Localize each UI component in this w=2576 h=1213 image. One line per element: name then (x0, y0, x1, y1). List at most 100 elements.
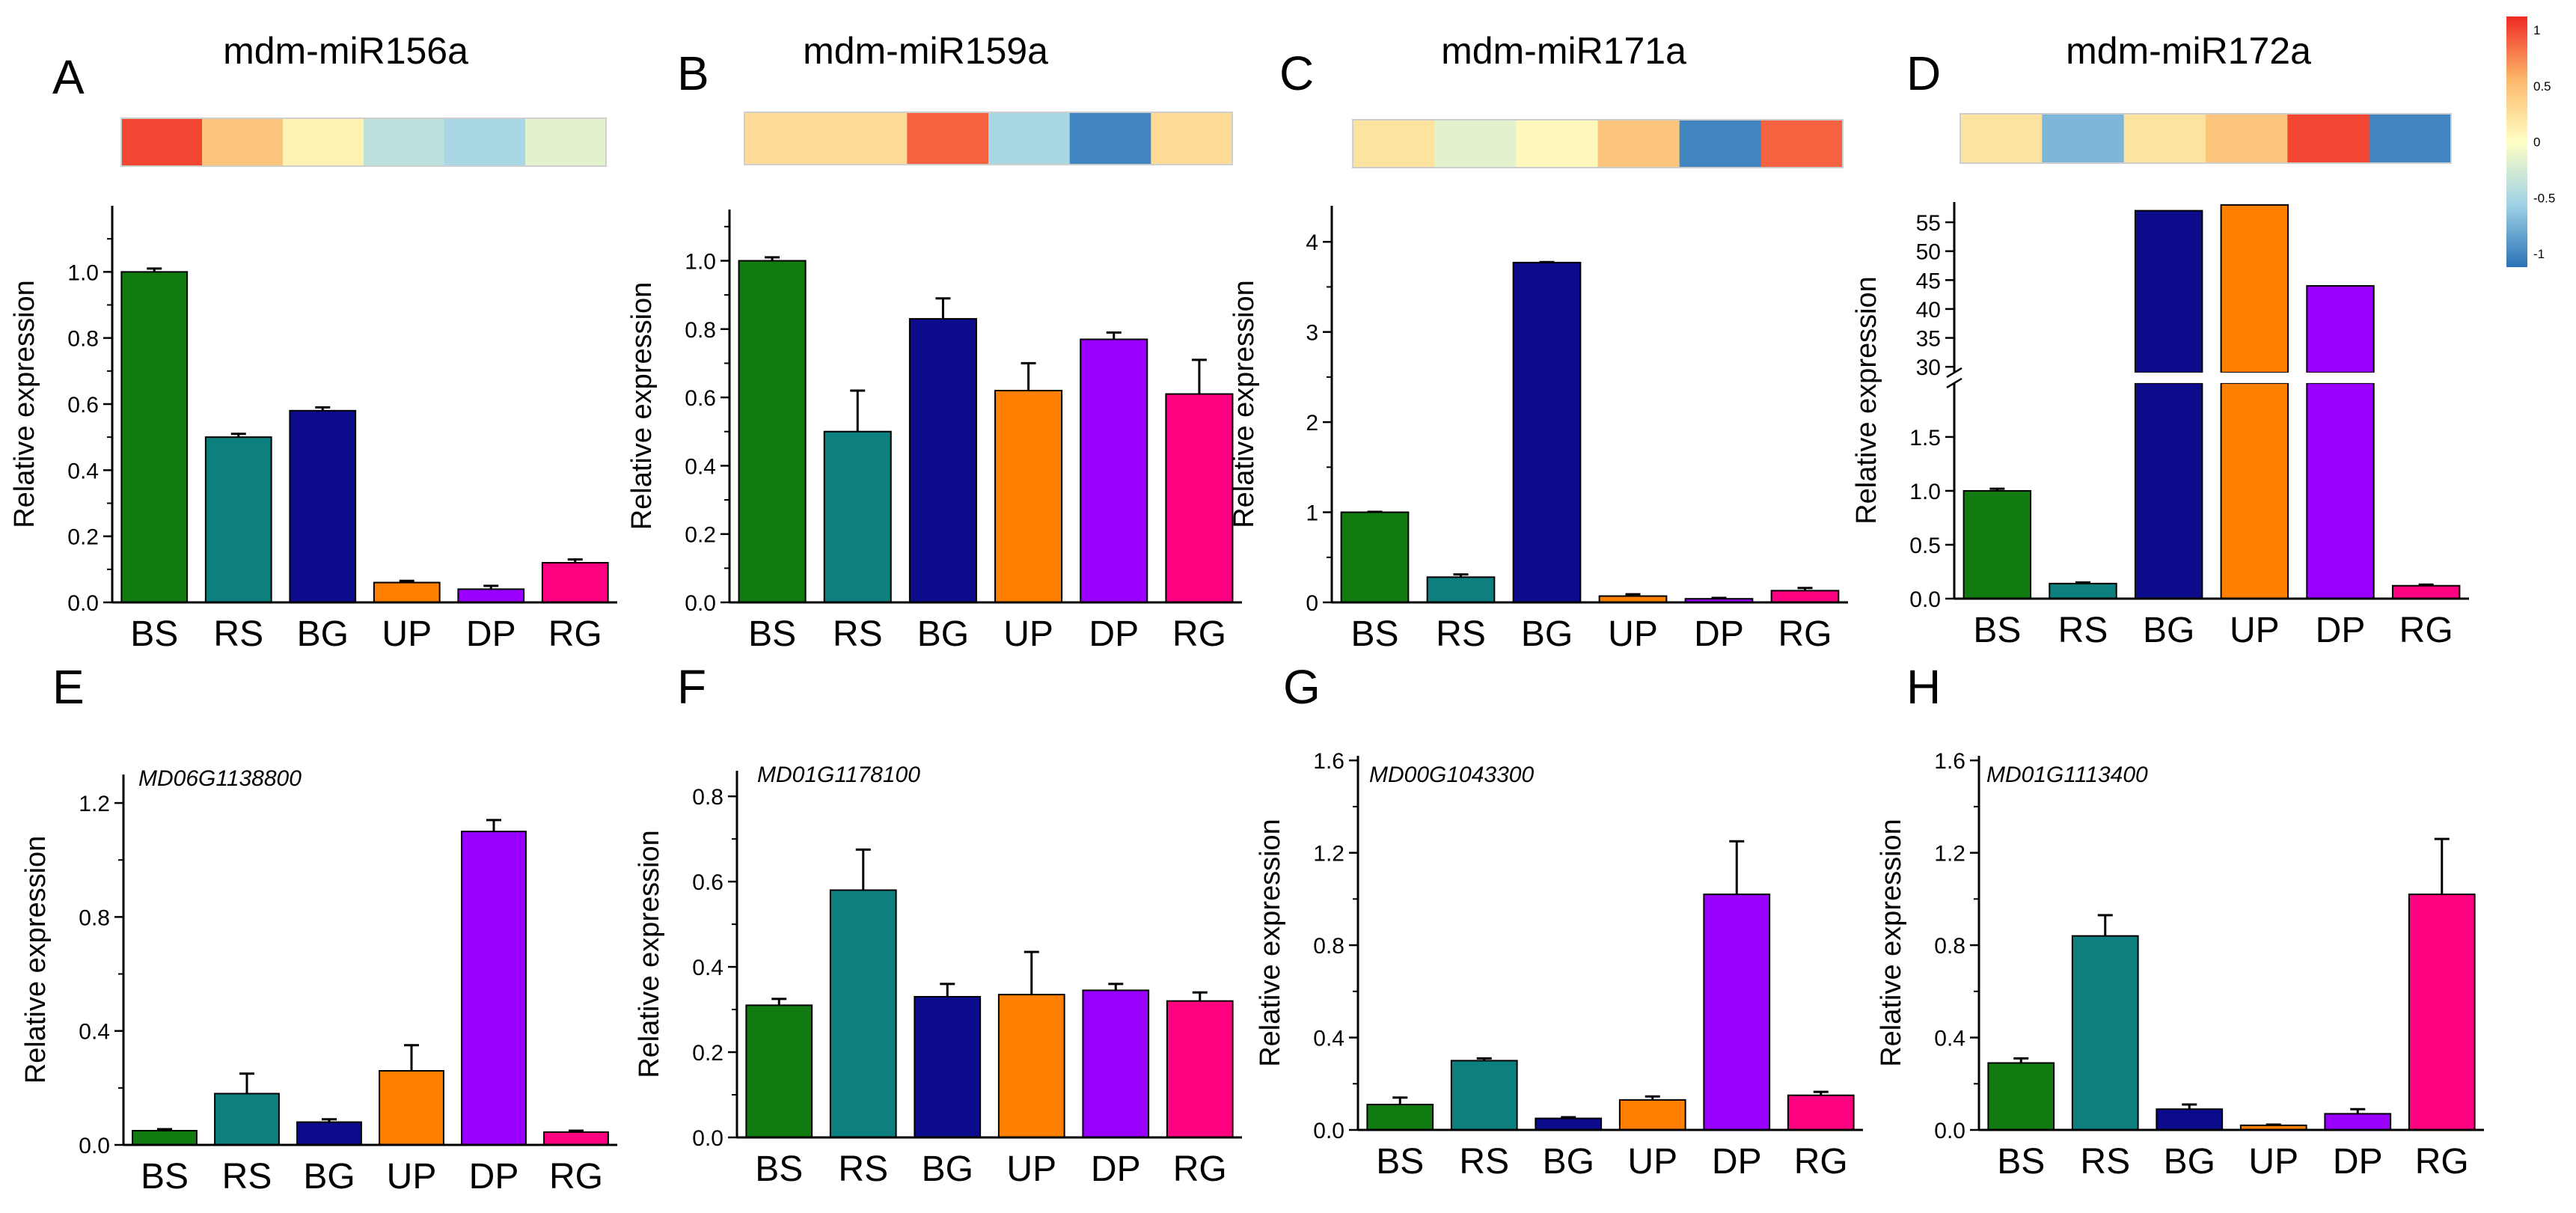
bar-bs (738, 260, 807, 603)
bar-dp (2324, 1113, 2392, 1131)
heatmap-strip (1352, 119, 1844, 168)
x-tick-label: UP (387, 1157, 437, 1197)
x-tick-label: UP (1608, 614, 1658, 654)
heatmap-border (1352, 119, 1844, 168)
colorbar-tick-label: 0 (2533, 135, 2540, 150)
bar-up (379, 1070, 444, 1146)
y-tick-label: 0.2 (685, 523, 716, 548)
bar-bg (289, 409, 357, 603)
x-tick-label: BG (1521, 614, 1573, 654)
bar-up (1618, 1099, 1686, 1131)
heatmap-cell (825, 112, 908, 165)
x-tick-label: DP (1089, 614, 1139, 654)
x-tick-label: RG (2399, 611, 2453, 650)
x-tick-label: DP (2316, 611, 2366, 650)
bar-rg (1165, 393, 1234, 603)
y-axis-label: Relative expression (1255, 819, 1286, 1067)
colorbar-scale (2506, 16, 2527, 267)
panel-letter: G (1283, 660, 1321, 714)
colorbar-tick-label: -1 (2533, 247, 2545, 261)
x-tick-label: RS (1436, 614, 1486, 654)
heatmap-cell (525, 118, 607, 166)
y-tick-label: 1.2 (79, 792, 110, 816)
heatmap-border (1959, 113, 2452, 164)
heatmap-cell (907, 112, 989, 165)
y-tick-label: 0.8 (1934, 934, 1965, 959)
heatmap-cell (2042, 114, 2125, 163)
bar-rg (541, 562, 609, 603)
heatmap-cell (1069, 112, 1151, 165)
bar-dp (457, 588, 525, 603)
bar-bg (1512, 261, 1582, 603)
bar-dp (1703, 893, 1771, 1131)
heatmap-cell (121, 118, 203, 166)
bar-rg (2408, 893, 2476, 1131)
heatmap-cell (2287, 114, 2370, 163)
y-tick-label: 1.5 (1909, 426, 1941, 450)
x-tick-label: UP (1627, 1142, 1677, 1182)
panel-letter: D (1906, 46, 1941, 100)
x-tick-label: RS (222, 1157, 272, 1197)
heatmap-cell (744, 112, 827, 165)
heatmap-cell (202, 118, 284, 166)
x-tick-label: BS (141, 1157, 189, 1197)
x-tick-label: BS (1376, 1142, 1424, 1182)
y-tick-label: 1.0 (1909, 480, 1941, 504)
bar-rg (1166, 1000, 1234, 1139)
y-axis-label: Relative expression (634, 830, 665, 1078)
y-tick-label: 0.2 (67, 525, 99, 550)
x-tick-label: BS (1350, 614, 1398, 654)
y-tick-label: 0.5 (1909, 534, 1941, 558)
panel-g: G MD00G1043300 Relative expression 0.0 0.4 0.… (1255, 660, 1863, 1182)
x-tick-label: RS (2058, 611, 2108, 650)
bar-up (997, 994, 1065, 1139)
y-tick-label: 0.8 (1313, 934, 1344, 959)
x-tick-label: RG (2415, 1142, 2469, 1182)
bar-bs (1340, 511, 1410, 604)
panel-letter: E (52, 660, 85, 714)
y-tick-label: 0.4 (1934, 1027, 1965, 1051)
bar-up-upper (2220, 204, 2289, 373)
bar-rs (1450, 1060, 1518, 1131)
x-tick-label: UP (382, 614, 432, 654)
heatmap-border (744, 111, 1233, 165)
bar-rs (2049, 582, 2117, 600)
bar-bg-lower (2134, 382, 2203, 599)
heatmap-cell (1760, 120, 1844, 168)
y-tick-label: 0 (1306, 591, 1318, 616)
heatmap-cell (283, 118, 364, 166)
y-axis-label: Relative expression (1229, 280, 1260, 528)
x-tick-label: RS (1459, 1142, 1509, 1182)
y-axis-label: Relative expression (626, 282, 658, 531)
y-tick-label: 0.6 (67, 393, 99, 418)
x-tick-label: DP (1712, 1142, 1762, 1182)
x-tick-label: DP (469, 1157, 519, 1197)
bar-up (373, 581, 441, 603)
bar-bg (296, 1121, 362, 1146)
bar-dp-upper (2306, 285, 2375, 373)
x-tick-label: RS (2080, 1142, 2130, 1182)
y-tick-label: 0.4 (692, 956, 723, 980)
gene-title: MD06G1138800 (138, 766, 302, 791)
panel-title: mdm-miR171a (1441, 30, 1686, 72)
x-tick-label: BS (130, 614, 178, 654)
axis-break-gap (1951, 372, 2472, 383)
colorbar: 1 0.5 0 -0.5 -1 (2506, 16, 2555, 267)
bar-rs (829, 889, 897, 1139)
colorbar-tick-label: 0.5 (2533, 79, 2551, 94)
x-tick-label: BS (755, 1149, 803, 1189)
x-tick-label: RG (548, 614, 602, 654)
x-tick-label: BS (1973, 611, 2021, 650)
y-tick-label: 0.0 (1934, 1119, 1965, 1143)
y-axis-label: Relative expression (20, 836, 52, 1084)
y-tick-label: 0.4 (1313, 1027, 1344, 1051)
x-tick-label: DP (1694, 614, 1744, 654)
bar-bs (1987, 1062, 2055, 1131)
axis-break-mark (1946, 367, 1962, 378)
y-tick-label: 0.4 (67, 459, 99, 483)
heatmap-cell (1516, 120, 1598, 168)
panel-f: F MD01G1178100 Relative expression 0.0 0.2 0.… (634, 660, 1242, 1189)
